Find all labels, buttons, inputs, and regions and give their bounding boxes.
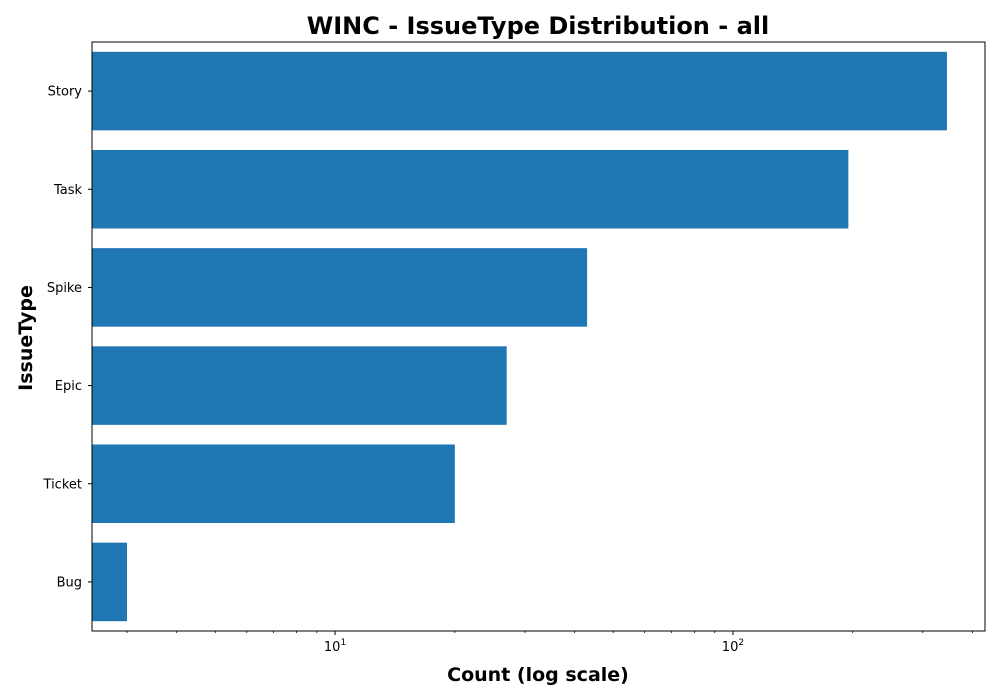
x-ticks-group: 101 102 bbox=[126, 631, 973, 655]
y-ticks-group: Bug Ticket Epic Spike Task Story bbox=[43, 85, 92, 590]
x-tick-exponent: 2 bbox=[738, 638, 744, 648]
bar-spike bbox=[92, 248, 588, 327]
chart-title: WINC - IssueType Distribution - all bbox=[307, 12, 769, 40]
y-tick-label-task: Task bbox=[53, 183, 83, 198]
x-tick-exponent: 1 bbox=[340, 638, 346, 648]
y-tick-label-epic: Epic bbox=[55, 379, 82, 394]
x-tick-base: 10 bbox=[324, 640, 341, 655]
x-tick-label: 101 bbox=[324, 638, 346, 655]
bar-epic bbox=[92, 346, 507, 425]
plot-frame bbox=[91, 41, 986, 632]
x-axis-title: Count (log scale) bbox=[447, 664, 629, 686]
bar-story bbox=[92, 51, 947, 131]
y-tick-label-story: Story bbox=[48, 85, 83, 100]
x-tick-label: 102 bbox=[722, 638, 744, 655]
bar-task bbox=[92, 149, 849, 229]
y-tick-label-bug: Bug bbox=[57, 575, 82, 590]
y-tick-label-ticket: Ticket bbox=[43, 477, 82, 492]
x-tick-base: 10 bbox=[722, 640, 739, 655]
y-tick-label-spike: Spike bbox=[47, 281, 82, 296]
bar-ticket bbox=[92, 444, 455, 524]
bars-group bbox=[92, 51, 947, 622]
bar-bug bbox=[92, 542, 127, 622]
y-axis-title: IssueType bbox=[15, 285, 37, 391]
